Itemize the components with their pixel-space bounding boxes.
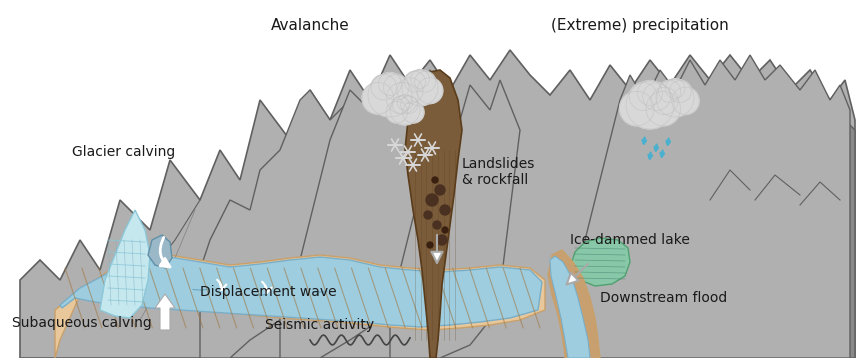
Circle shape xyxy=(437,235,447,245)
Polygon shape xyxy=(200,90,380,358)
Text: Subaqueous calving: Subaqueous calving xyxy=(12,316,152,330)
Polygon shape xyxy=(549,256,589,358)
Circle shape xyxy=(629,83,656,111)
Circle shape xyxy=(425,194,437,206)
Circle shape xyxy=(402,101,424,123)
Polygon shape xyxy=(100,210,150,318)
Text: Seismic activity: Seismic activity xyxy=(265,318,375,332)
Circle shape xyxy=(386,101,407,123)
Polygon shape xyxy=(569,238,629,286)
Circle shape xyxy=(392,96,409,113)
Polygon shape xyxy=(20,50,854,358)
Polygon shape xyxy=(729,120,854,358)
Circle shape xyxy=(404,71,425,92)
Polygon shape xyxy=(389,80,519,358)
Polygon shape xyxy=(55,255,544,358)
Circle shape xyxy=(642,83,670,111)
Circle shape xyxy=(426,242,432,248)
Circle shape xyxy=(439,205,449,215)
Circle shape xyxy=(410,70,429,88)
Circle shape xyxy=(362,82,393,114)
Circle shape xyxy=(368,73,412,117)
Text: Avalanche: Avalanche xyxy=(270,18,349,33)
Circle shape xyxy=(389,95,419,125)
Circle shape xyxy=(442,227,448,233)
Polygon shape xyxy=(60,257,542,327)
Circle shape xyxy=(424,211,431,219)
Circle shape xyxy=(671,87,698,115)
Circle shape xyxy=(401,70,437,106)
Circle shape xyxy=(637,81,662,106)
Circle shape xyxy=(370,74,396,100)
Text: Landslides
& rockfall: Landslides & rockfall xyxy=(461,157,535,187)
Circle shape xyxy=(665,79,684,98)
Circle shape xyxy=(397,78,423,104)
Circle shape xyxy=(417,78,443,104)
Circle shape xyxy=(435,185,444,195)
Circle shape xyxy=(432,221,441,229)
Circle shape xyxy=(397,95,412,110)
Circle shape xyxy=(619,91,653,126)
Circle shape xyxy=(658,80,680,102)
Circle shape xyxy=(431,177,437,183)
Circle shape xyxy=(668,80,691,102)
Text: Displacement wave: Displacement wave xyxy=(200,285,336,299)
Polygon shape xyxy=(548,250,599,358)
Text: Glacier calving: Glacier calving xyxy=(72,145,175,159)
Circle shape xyxy=(400,96,418,113)
Polygon shape xyxy=(280,70,460,358)
Circle shape xyxy=(378,73,401,96)
Circle shape xyxy=(386,82,418,114)
Text: (Extreme) precipitation: (Extreme) precipitation xyxy=(550,18,728,33)
Circle shape xyxy=(655,79,693,117)
FancyArrow shape xyxy=(155,294,175,330)
Polygon shape xyxy=(405,70,461,358)
Text: Ice-dammed lake: Ice-dammed lake xyxy=(569,233,689,247)
Circle shape xyxy=(625,81,673,129)
Polygon shape xyxy=(148,235,172,268)
Polygon shape xyxy=(569,55,849,358)
Circle shape xyxy=(414,71,435,92)
Circle shape xyxy=(645,91,679,126)
Circle shape xyxy=(383,74,408,100)
Circle shape xyxy=(650,87,678,115)
Text: Downstream flood: Downstream flood xyxy=(599,291,727,305)
